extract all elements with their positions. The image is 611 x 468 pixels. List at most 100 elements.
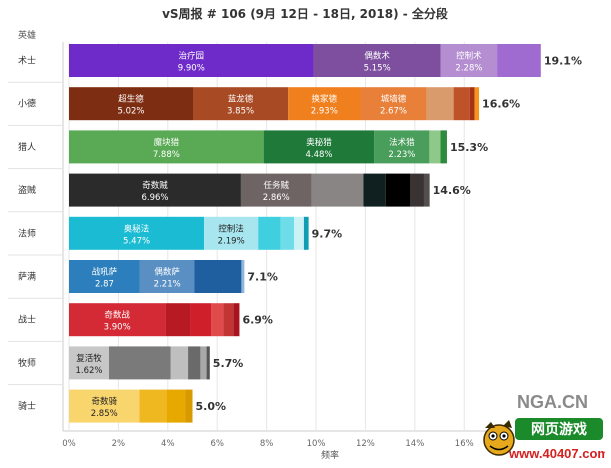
x-axis-title: 频率 <box>321 449 339 461</box>
bar-segment <box>363 173 386 207</box>
bar-segment <box>410 173 424 207</box>
segment-name-label: 偶数萨 <box>154 267 180 278</box>
x-tick-label: 6% <box>210 439 224 449</box>
total-label: 9.7% <box>312 227 343 240</box>
segment-value-label: 2.19% <box>218 236 245 246</box>
bar-segment <box>426 87 454 121</box>
bar-segment <box>311 173 364 207</box>
category-label: 猎人 <box>18 141 36 153</box>
total-label: 15.3% <box>450 141 488 154</box>
segment-value-label: 3.90% <box>104 323 131 333</box>
segment-value-label: 3.85% <box>227 107 254 117</box>
bar-segment <box>204 216 259 250</box>
total-label: 7.1% <box>247 271 278 284</box>
bar-group: 盗贼 奇数贼 6.96% 任务贼 2.86% 14.6% <box>8 168 471 207</box>
bar-segment <box>170 346 189 380</box>
mascot-icon <box>483 420 515 456</box>
segment-value-label: 2.87 <box>95 280 114 290</box>
segment-name-label: 蓝龙德 <box>228 94 254 105</box>
nga-40407-watermark: NGA.CN 网页游戏 www.40407.com <box>477 390 605 464</box>
segment-name-label: 偶数术 <box>364 51 390 62</box>
bar-segment <box>423 173 430 207</box>
bar-segment <box>193 87 289 121</box>
chart-title: vS周报 # 106 (9月 12日 - 18日, 2018) - 全分段 <box>162 6 449 21</box>
bar-segment <box>440 44 498 77</box>
bar-group: 猎人 魔块猎 7.88% 奥秘猎 4.48% 法术猎 2.23% 15.3% <box>8 124 488 164</box>
category-label: 骑士 <box>18 400 36 412</box>
segment-name-label: 奇数骑 <box>91 396 117 407</box>
segment-name-label: 奥秘法 <box>124 223 150 234</box>
y-axis-title: 英雄 <box>18 29 36 41</box>
total-label: 14.6% <box>433 184 471 197</box>
segment-value-label: 9.90% <box>178 64 205 74</box>
bar-segment <box>190 303 212 337</box>
bar-segment <box>360 87 427 121</box>
watermark-badge <box>515 418 603 440</box>
segment-name-label: 换家德 <box>312 94 338 105</box>
bar-group: 战士 奇数战 3.90% 6.9% <box>8 297 273 337</box>
bar-segment <box>69 44 314 77</box>
segment-name-label: 奇数贼 <box>142 180 168 191</box>
bar-segment <box>165 303 191 337</box>
bar-segment <box>223 303 234 337</box>
segment-value-label: 2.93% <box>311 107 338 117</box>
bar-segment <box>200 346 207 380</box>
bar-segment <box>469 87 475 121</box>
bar-group: 牧师 复活牧 1.62% 5.7% <box>8 340 244 380</box>
bar-segment <box>374 130 430 164</box>
bar-segment <box>313 44 441 77</box>
segment-name-label: 战吼萨 <box>92 267 118 278</box>
bar-segment <box>294 216 304 250</box>
bar-group: 术士 治疗园 9.90% 偶数术 5.15% 控制术 2.28% 19.1% <box>18 44 582 77</box>
category-label: 术士 <box>18 55 36 67</box>
bar-segment <box>188 346 201 380</box>
segment-name-label: 控制法 <box>218 223 244 234</box>
x-ticks: 0% 2% 4% 6% 8% 10% 12% 14% 16% <box>62 439 473 449</box>
bar-segment <box>240 173 312 207</box>
x-tick-label: 12% <box>356 439 375 449</box>
bar-segment <box>497 44 541 77</box>
segment-name-label: 城墙德 <box>381 94 407 105</box>
total-label: 5.0% <box>196 400 227 413</box>
segment-name-label: 魔块猎 <box>154 137 180 148</box>
total-label: 5.7% <box>213 357 244 370</box>
bar-segment <box>194 260 242 293</box>
bar-group: 小德 超生德 5.02% 蓝龙德 3.85% 换家德 2.93% 城墙德 2.67% 16.6% <box>8 81 520 121</box>
segment-name-label: 法术猎 <box>389 137 415 148</box>
bar-segment <box>258 216 281 250</box>
bar-segment <box>69 346 110 380</box>
bar-segment <box>241 260 245 293</box>
segment-value-label: 2.21% <box>154 280 181 290</box>
x-tick-label: 14% <box>405 439 424 449</box>
total-label: 16.6% <box>482 98 520 111</box>
bar-group: 骑士 奇数骑 2.85% 5.0% <box>8 384 227 423</box>
bar-segment <box>280 216 295 250</box>
watermark-logo: NGA.CN 网页游戏 www.40407.com <box>483 392 605 461</box>
segment-value-label: 2.86% <box>263 193 290 203</box>
bar-group: 萨满 战吼萨 2.87 偶数萨 2.21% 7.1% <box>8 254 278 293</box>
bar-segment <box>288 87 361 121</box>
bar-segment <box>69 389 140 423</box>
bar-segment <box>109 346 171 380</box>
segment-value-label: 2.23% <box>388 150 415 160</box>
bar-segment <box>233 303 240 337</box>
bar-group: 法师 奥秘法 5.47% 控制法 2.19% 9.7% <box>8 211 343 250</box>
bar-segment <box>69 173 241 207</box>
bar-segment <box>453 87 470 121</box>
bar-segment <box>69 260 140 293</box>
segment-name-label: 奇数战 <box>104 310 130 321</box>
segment-value-label: 1.62% <box>76 366 103 376</box>
x-tick-label: 8% <box>260 439 274 449</box>
bars-layer: 术士 治疗园 9.90% 偶数术 5.15% 控制术 2.28% 19.1% 小德 超生德 5.02… <box>8 44 582 423</box>
segment-name-label: 任务贼 <box>263 180 289 191</box>
watermark-badge-text: 网页游戏 <box>531 421 587 438</box>
bar-segment <box>185 389 193 423</box>
segment-name-label: 奥秘猎 <box>306 137 332 148</box>
segment-value-label: 7.88% <box>153 150 180 160</box>
bar-segment <box>263 130 375 164</box>
category-label: 小德 <box>18 98 36 110</box>
total-label: 6.9% <box>242 314 273 327</box>
category-label: 法师 <box>18 227 36 239</box>
